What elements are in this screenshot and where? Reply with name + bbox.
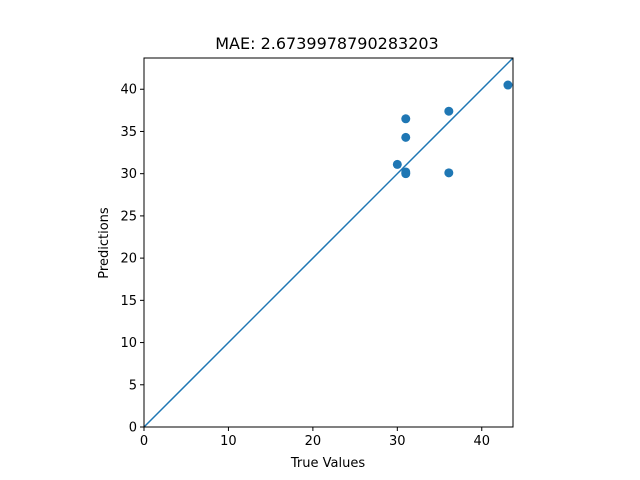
y-tick-label: 30	[120, 167, 137, 182]
scatter-point	[401, 132, 411, 142]
plot-frame	[143, 57, 514, 428]
y-axis-title: Predictions	[97, 207, 112, 279]
y-tick-label: 25	[120, 209, 137, 224]
x-axis: 0 10 20 30 40	[140, 427, 490, 449]
x-axis-title: True Values	[290, 456, 365, 471]
x-tick-label: 40	[473, 434, 490, 449]
y-axis: 0 5 10 15 20 25 30 35 40	[120, 83, 144, 436]
scatter-point	[401, 114, 411, 124]
x-tick-label: 10	[220, 434, 237, 449]
scatter-point	[392, 159, 402, 169]
y-tick-label: 15	[120, 294, 137, 309]
identity-line	[143, 57, 514, 428]
y-tick-label: 5	[129, 378, 137, 393]
scatter-point	[401, 169, 411, 179]
x-tick-label: 20	[305, 434, 322, 449]
x-tick-label: 0	[140, 434, 148, 449]
y-tick-label: 40	[120, 83, 137, 98]
y-tick-label: 35	[120, 125, 137, 140]
scatter-point	[444, 168, 454, 178]
y-tick-label: 20	[120, 252, 137, 267]
x-tick-label: 30	[389, 434, 406, 449]
y-tick-label: 0	[129, 421, 137, 436]
scatter-point	[503, 80, 513, 90]
plot-area	[143, 57, 514, 428]
chart-title: MAE: 2.6739978790283203	[215, 34, 438, 53]
y-tick-label: 10	[120, 336, 137, 351]
scatter-point	[444, 106, 454, 116]
